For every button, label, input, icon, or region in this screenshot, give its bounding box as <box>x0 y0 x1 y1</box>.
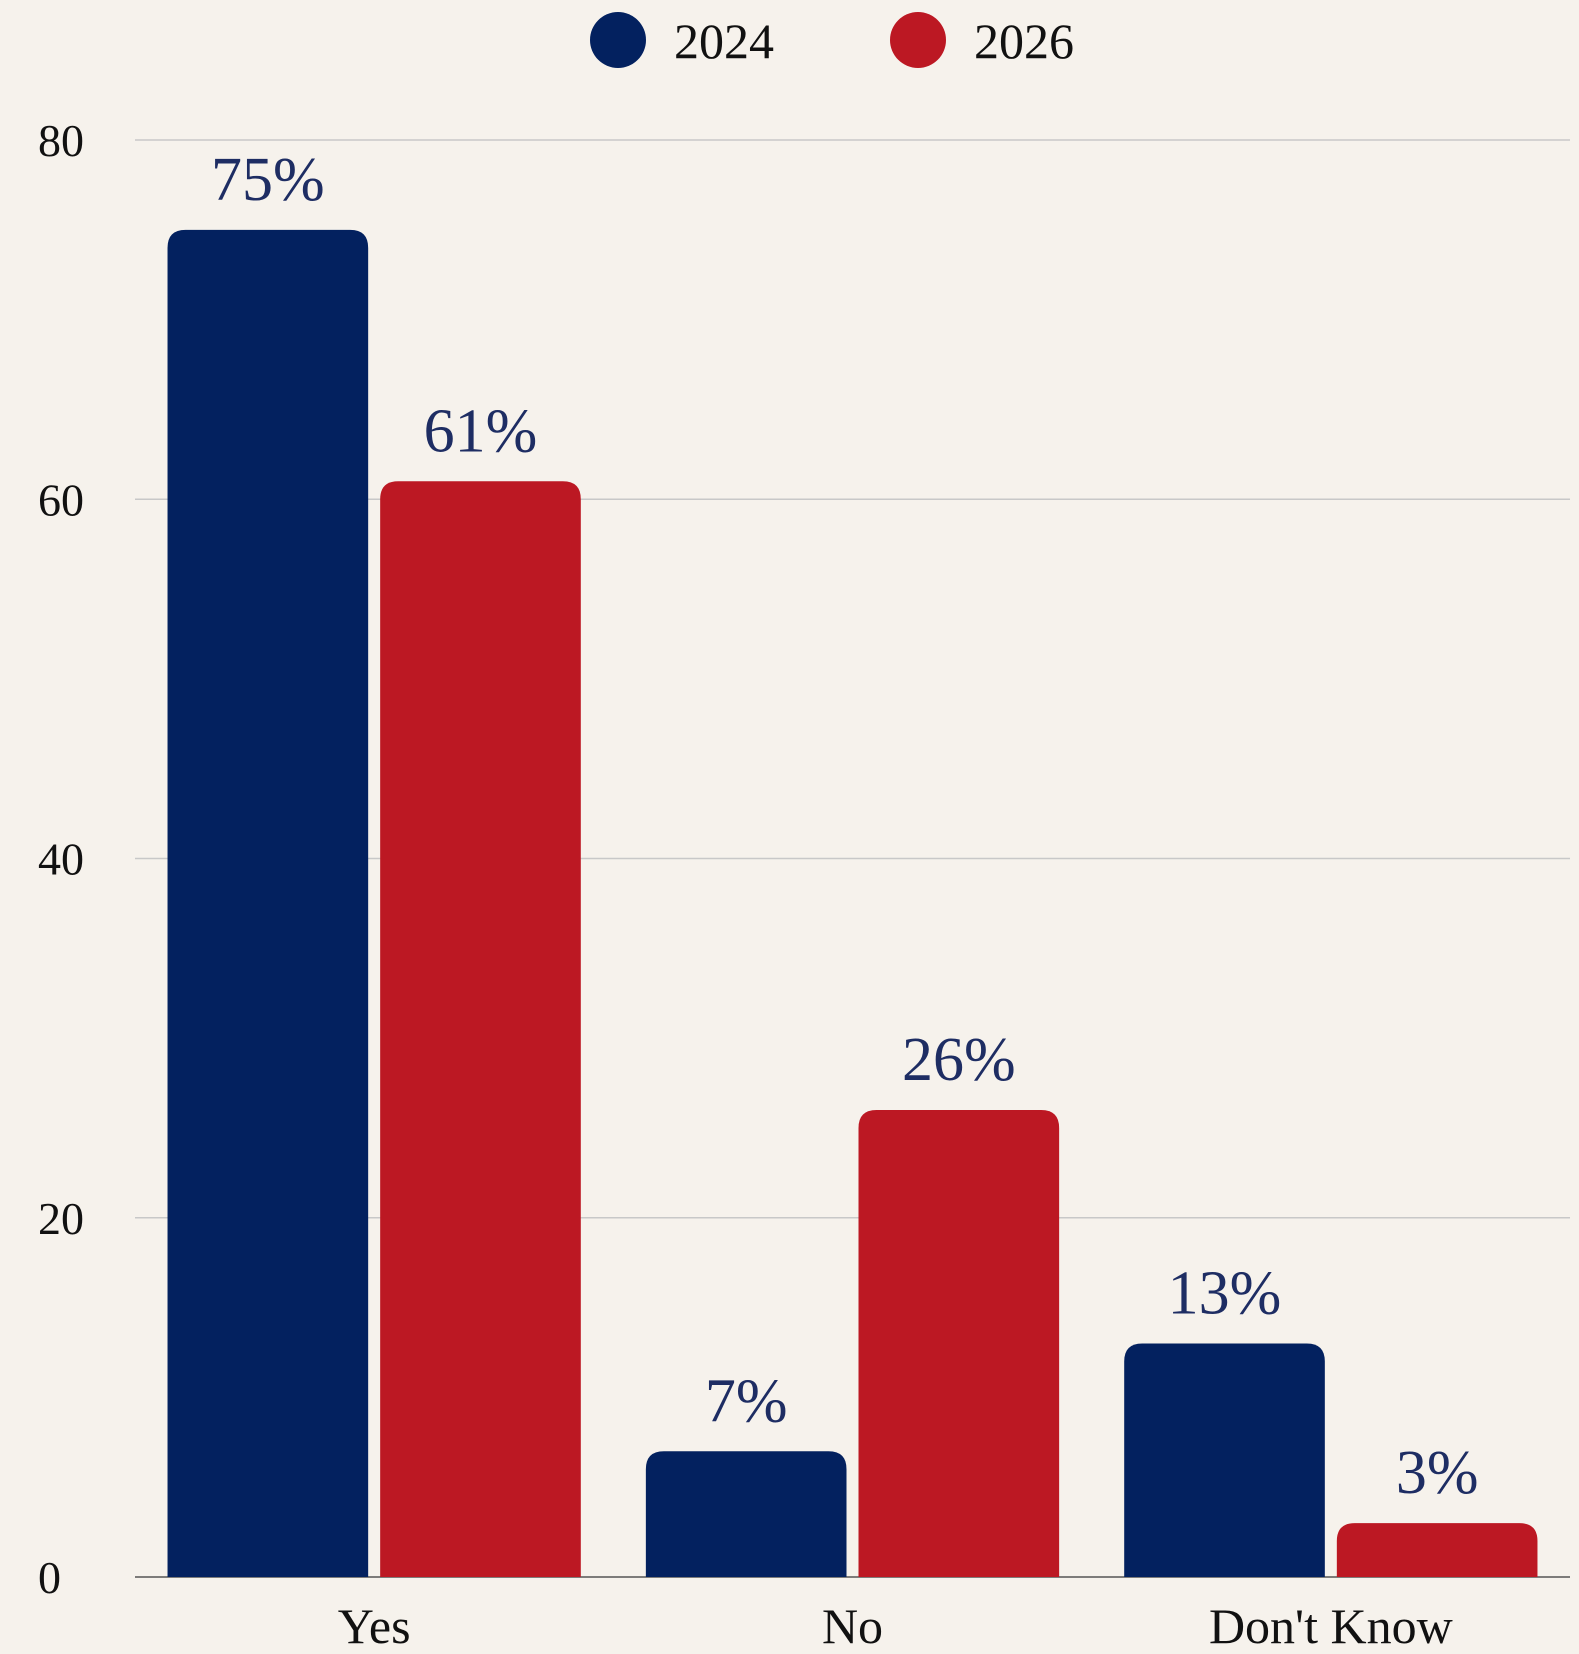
data-label-no-2026: 26% <box>902 1026 1016 1094</box>
x-axis: Yes No Don't Know <box>338 1598 1453 1654</box>
data-label-yes-2024: 75% <box>211 146 325 214</box>
x-tick-label: Don't Know <box>1209 1598 1453 1649</box>
legend-label-2024: 2024 <box>674 13 774 69</box>
legend-swatch-2026 <box>890 12 946 68</box>
data-label-no-2024: 7% <box>705 1367 788 1435</box>
bar-don-t-know-2024 <box>1124 1343 1325 1577</box>
y-axis: 0 20 40 60 80 <box>38 115 84 1603</box>
bar-no-2026 <box>858 1109 1060 1577</box>
y-tick-label: 80 <box>38 115 84 166</box>
bar-yes-2024 <box>167 229 369 1577</box>
gridlines <box>135 139 1570 1578</box>
bar-yes-2026 <box>380 481 581 1578</box>
data-label-don-t-know-2024: 13% <box>1168 1259 1282 1327</box>
y-tick-label: 0 <box>38 1552 61 1603</box>
bars: 75% 61% 7% 26% 13% 3% <box>167 146 1538 1578</box>
bar-no-2024 <box>645 1451 847 1577</box>
data-label-yes-2026: 61% <box>424 397 538 465</box>
legend-label-2026: 2026 <box>974 13 1074 69</box>
legend-swatch-2024 <box>590 12 646 68</box>
x-tick-label: Yes <box>338 1598 411 1649</box>
data-label-don-t-know-2026: 3% <box>1396 1439 1479 1507</box>
x-tick-label: No <box>822 1598 883 1649</box>
bar-don-t-know-2026 <box>1336 1523 1538 1577</box>
legend: 2024 2026 <box>590 12 1074 69</box>
y-tick-label: 60 <box>38 474 84 525</box>
y-tick-label: 20 <box>38 1193 84 1244</box>
y-tick-label: 40 <box>38 834 84 885</box>
